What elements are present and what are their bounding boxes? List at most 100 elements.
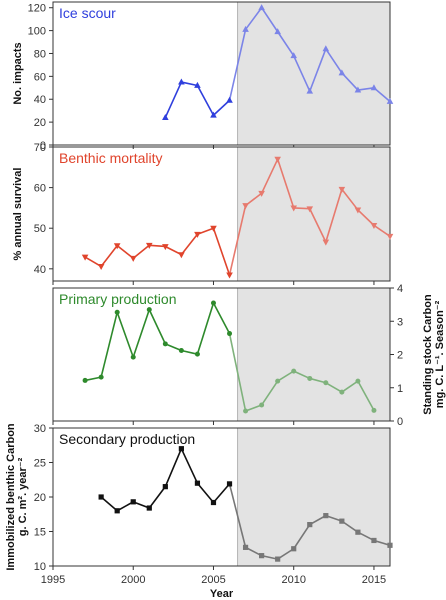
y-tick-label: 25 bbox=[34, 458, 46, 470]
series-line-segment bbox=[116, 312, 134, 358]
panel-frame bbox=[52, 146, 391, 282]
y-tick-label: 60 bbox=[34, 71, 46, 83]
y-axis-title: Standing stock Carbon bbox=[422, 294, 434, 415]
series-line-segment bbox=[228, 205, 247, 276]
data-point bbox=[338, 186, 346, 193]
data-point bbox=[178, 78, 185, 85]
data-point bbox=[355, 378, 361, 384]
data-point bbox=[307, 522, 313, 528]
series-line-segment bbox=[181, 349, 198, 355]
series-line-segment bbox=[132, 309, 151, 358]
series-line-segment bbox=[357, 380, 375, 411]
series-line-segment bbox=[325, 382, 343, 393]
data-point bbox=[210, 225, 217, 232]
data-point bbox=[162, 113, 169, 120]
data-point bbox=[178, 252, 185, 259]
data-point bbox=[387, 542, 393, 548]
series-line-segment bbox=[293, 370, 311, 380]
series-line-segment bbox=[196, 482, 215, 504]
data-point bbox=[194, 81, 201, 88]
data-point bbox=[291, 546, 297, 552]
data-point bbox=[386, 233, 394, 240]
panel-2: 40 50 60 70 % annual survival Benthic mortali… bbox=[12, 142, 394, 285]
series-line-segment bbox=[245, 404, 262, 412]
series-line-segment bbox=[357, 531, 375, 542]
data-point bbox=[97, 263, 105, 270]
series-line-segment bbox=[165, 343, 182, 352]
series-line-segment bbox=[293, 524, 311, 550]
series-line-segment bbox=[100, 312, 118, 378]
series-line-segment bbox=[309, 208, 327, 243]
data-point bbox=[386, 97, 394, 104]
series-line-segment bbox=[228, 483, 247, 548]
data-point bbox=[323, 380, 329, 386]
series-line-segment bbox=[228, 333, 247, 412]
data-point bbox=[371, 407, 377, 413]
y-tick-label: 2 bbox=[397, 350, 403, 362]
data-point bbox=[210, 111, 217, 118]
series-line-segment bbox=[341, 188, 359, 211]
data-point bbox=[243, 408, 249, 414]
series-line-segment bbox=[309, 514, 327, 526]
series-line-segment bbox=[196, 302, 215, 355]
series-line-segment bbox=[277, 548, 295, 560]
panel-4: 10 15 20 25 30 Immobilized benthic Carbon g. C… bbox=[5, 423, 393, 573]
data-point bbox=[178, 348, 184, 354]
x-tick-label: 2000 bbox=[121, 574, 145, 586]
data-point bbox=[275, 378, 281, 384]
data-point bbox=[226, 96, 233, 103]
y-tick-label: 10 bbox=[34, 561, 46, 573]
y-axis-title-units: mg. C. L⁻¹. Season⁻² bbox=[434, 300, 446, 408]
y-tick-label: 60 bbox=[34, 183, 46, 195]
data-point bbox=[146, 307, 152, 313]
series-line-segment bbox=[309, 377, 327, 384]
x-axis: 1995 2000 2005 2010 2015 Year bbox=[41, 574, 386, 600]
data-point bbox=[178, 446, 184, 452]
series-line-segment bbox=[325, 48, 343, 74]
series-line-segment bbox=[228, 29, 247, 101]
series-line-segment bbox=[260, 380, 279, 406]
y-tick-label: 30 bbox=[34, 423, 46, 435]
y-axis-title: Immobilized benthic Carbon bbox=[5, 423, 17, 571]
data-point bbox=[162, 341, 168, 347]
series-line-segment bbox=[341, 380, 359, 393]
data-point bbox=[162, 244, 169, 251]
panel-label: Primary production bbox=[59, 291, 177, 307]
y-tick-label: 0 bbox=[40, 140, 46, 152]
data-point bbox=[129, 255, 137, 262]
data-point bbox=[226, 481, 233, 487]
y-tick-label: 3 bbox=[397, 316, 403, 328]
y-tick-label: 20 bbox=[34, 492, 46, 504]
series-line-segment bbox=[100, 496, 118, 512]
data-point bbox=[194, 351, 200, 357]
series-line-segment bbox=[148, 309, 167, 345]
data-point bbox=[355, 529, 361, 535]
data-point bbox=[339, 389, 345, 395]
series-line-segment bbox=[164, 81, 183, 118]
data-point bbox=[145, 242, 153, 249]
series-line-segment bbox=[260, 7, 279, 33]
data-point bbox=[354, 86, 362, 93]
series-line-segment bbox=[357, 209, 375, 226]
series-line-segment bbox=[149, 244, 166, 248]
y-tick-label: 80 bbox=[34, 48, 46, 60]
data-point bbox=[259, 402, 265, 408]
shaded-region bbox=[237, 147, 390, 281]
data-point bbox=[226, 272, 233, 279]
data-point bbox=[306, 87, 314, 94]
data-point bbox=[194, 231, 201, 238]
data-point bbox=[242, 544, 249, 550]
series-line-segment bbox=[180, 448, 199, 484]
series-line-segment bbox=[277, 370, 295, 382]
data-point bbox=[290, 205, 298, 212]
y-tick-label: 100 bbox=[28, 26, 46, 38]
data-point bbox=[242, 25, 249, 32]
data-point bbox=[258, 4, 265, 11]
data-point bbox=[242, 203, 249, 210]
data-point bbox=[98, 374, 104, 380]
data-point bbox=[162, 484, 168, 490]
y-tick-label: 70 bbox=[34, 142, 46, 154]
panel-label: Ice scour bbox=[59, 5, 116, 21]
y-tick-label: 20 bbox=[34, 117, 46, 129]
